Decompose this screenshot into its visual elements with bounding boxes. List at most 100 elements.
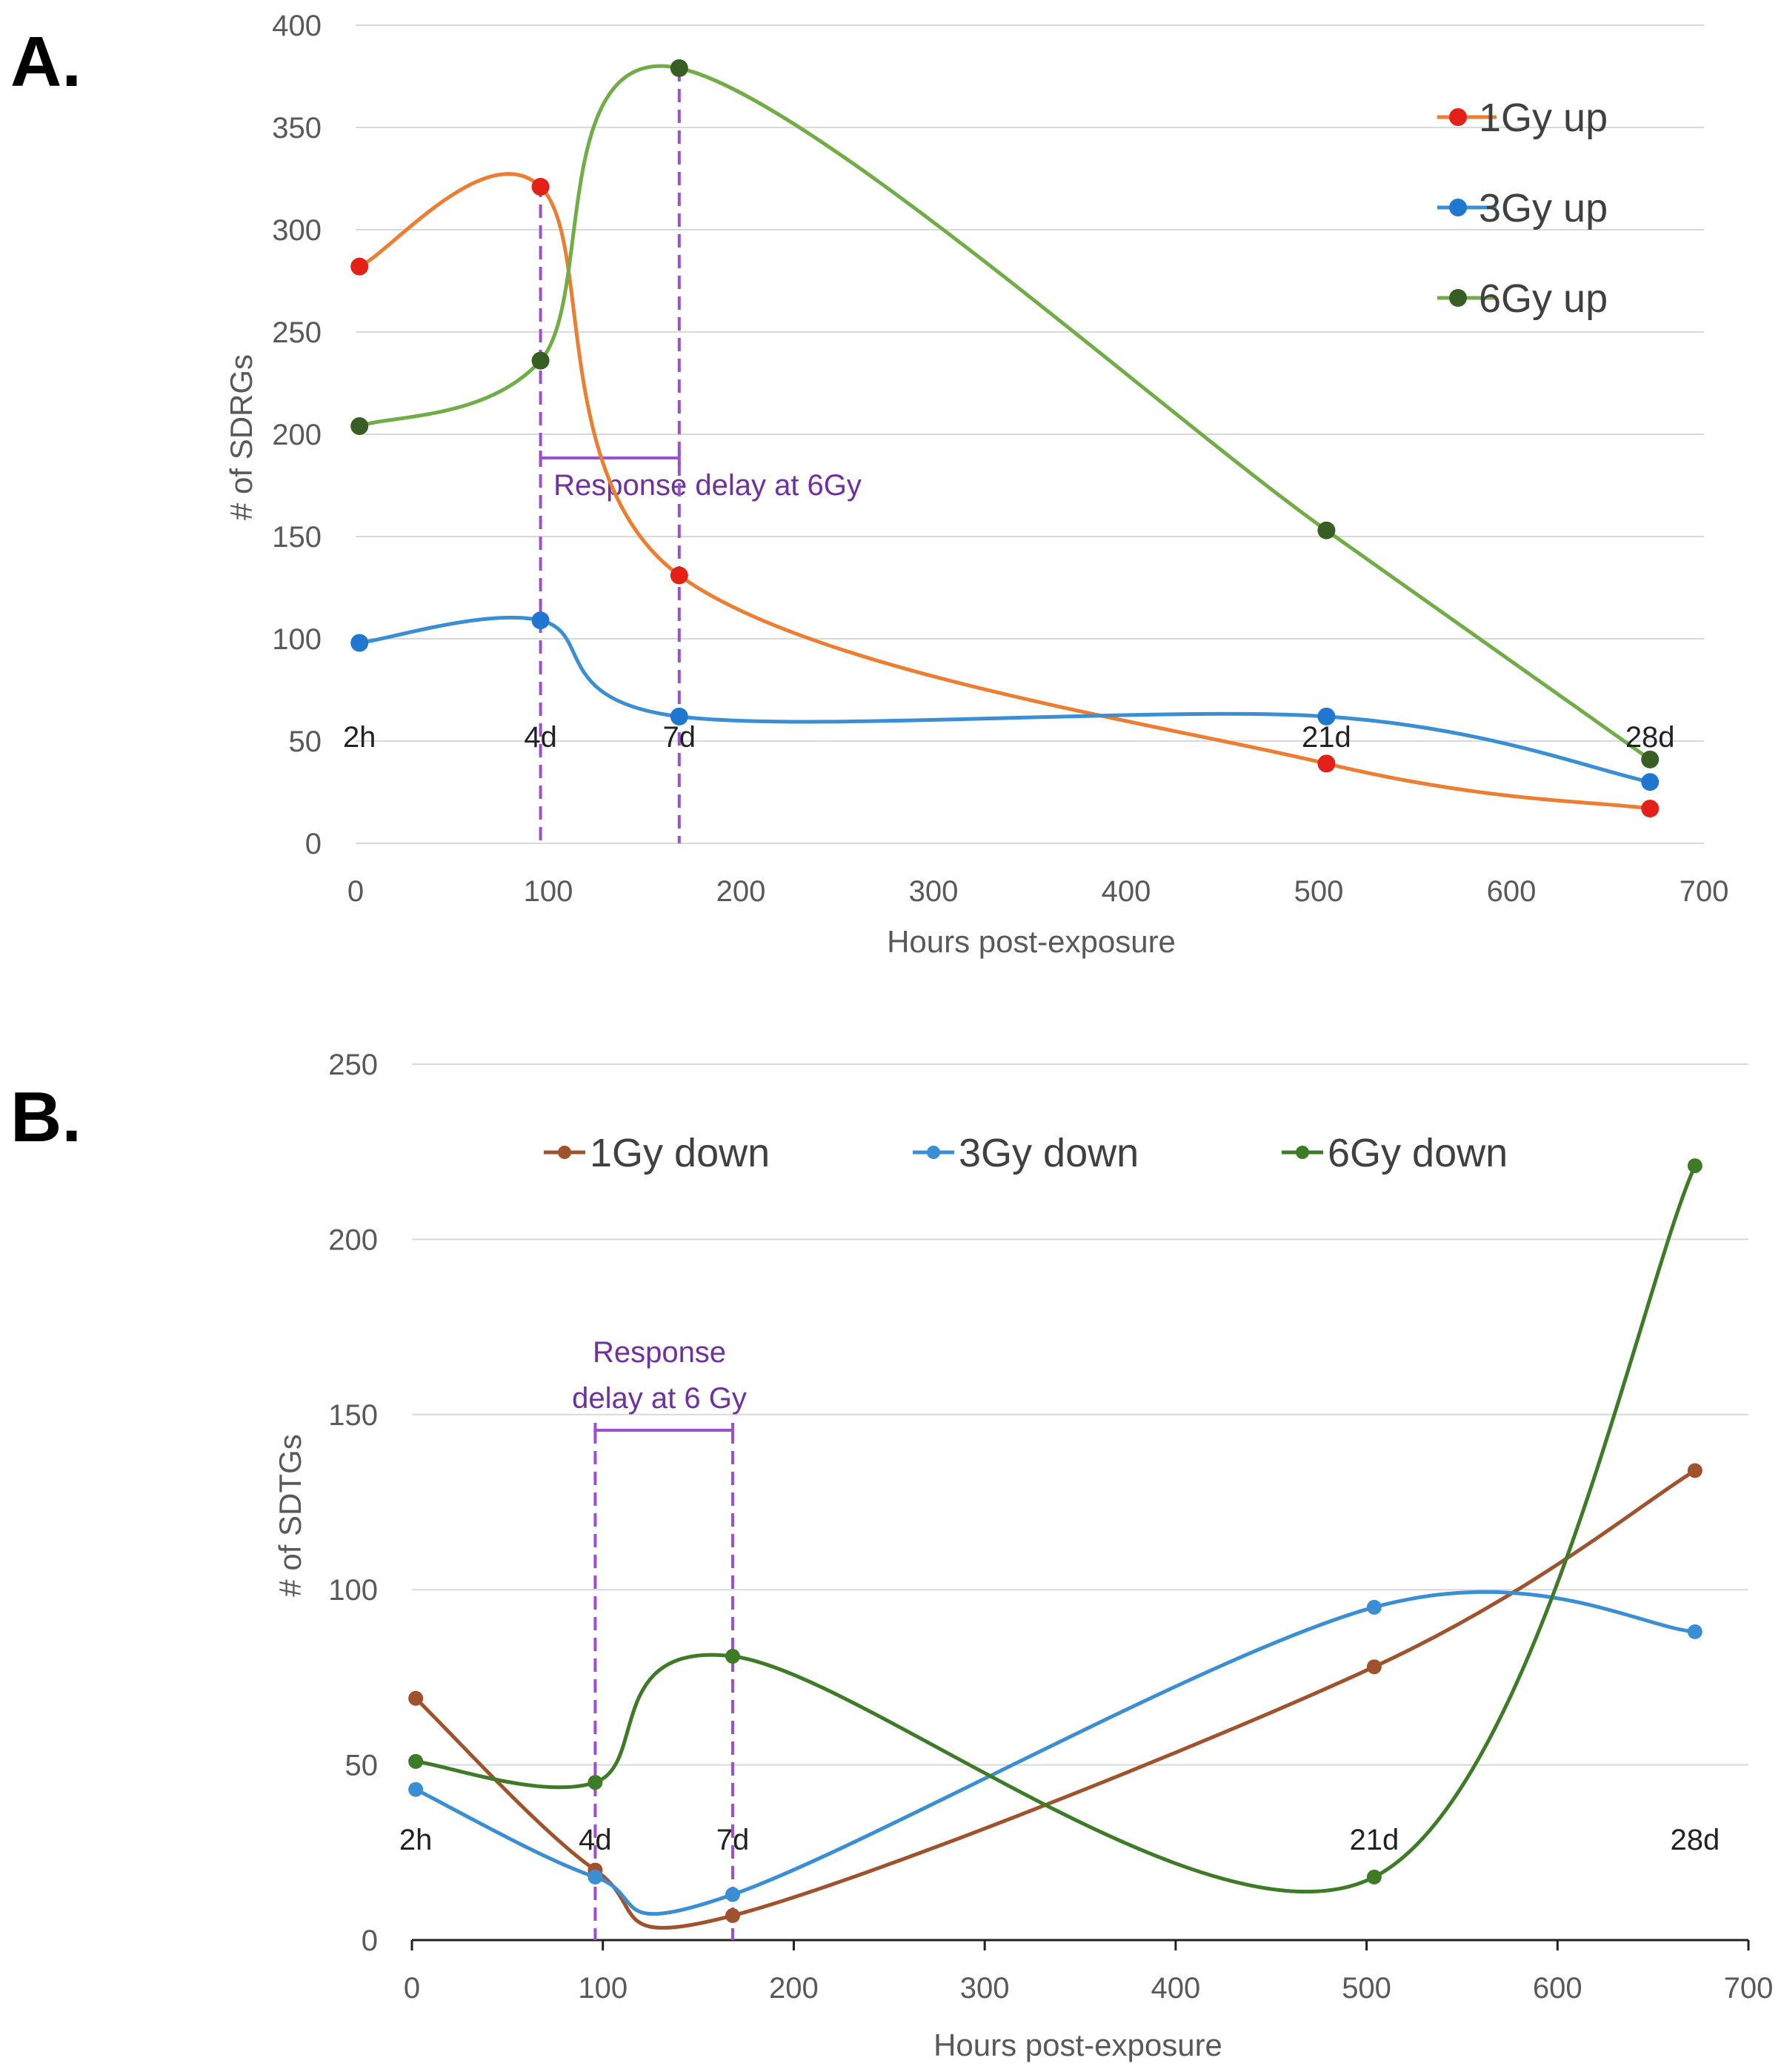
data-point-6gy-down (1687, 1158, 1703, 1174)
chart-a: A. 0 50 100 150 200 250 300 350 400 0 100 200 300 40… (10, 10, 1728, 959)
y-tick-label: 250 (272, 316, 322, 349)
legend-swatch-marker (1449, 289, 1467, 307)
chart-a-legend: 1Gy up 3Gy up 6Gy up (1437, 96, 1608, 321)
data-point-6gy-up (670, 59, 688, 77)
y-tick-label: 100 (328, 1574, 378, 1607)
series-line-3gy-down (415, 1590, 1695, 1916)
time-label: 2h (343, 721, 376, 754)
chart-a-y-ticks: 0 50 100 150 200 250 300 350 400 (272, 10, 322, 860)
legend-swatch-marker (1449, 108, 1467, 126)
chart-b-y-axis-title: # of SDTGs (273, 1434, 307, 1596)
data-point-3gy-up (1317, 707, 1336, 725)
legend-item-1gy-down: 1Gy down (544, 1131, 770, 1175)
legend-label-3gy-up: 3Gy up (1479, 186, 1608, 230)
legend-label-6gy-up: 6Gy up (1479, 276, 1608, 321)
chart-b-annotation-line-2: delay at 6 Gy (572, 1382, 747, 1415)
series-line-1gy-down (414, 1469, 1697, 1930)
series-line-6gy-up (359, 64, 1651, 761)
data-point-3gy-up (670, 707, 688, 725)
legend-item-1gy-up: 1Gy up (1437, 96, 1608, 140)
data-point-3gy-up (350, 634, 369, 652)
chart-b-response-delay-annotation: Response delay at 6 Gy (572, 1336, 747, 1940)
x-tick-label: 400 (1151, 1972, 1200, 2005)
chart-a-annotation-text: Response delay at 6Gy (553, 469, 862, 502)
chart-a-time-labels: 2h 4d 7d 21d 28d (343, 721, 1675, 754)
x-tick-label: 400 (1102, 875, 1151, 908)
legend-item-6gy-down: 6Gy down (1282, 1131, 1508, 1175)
x-tick-label: 600 (1487, 875, 1537, 908)
legend-label-1gy-down: 1Gy down (590, 1131, 770, 1175)
y-tick-label: 150 (328, 1399, 378, 1432)
data-point-1gy-down (408, 1690, 424, 1706)
x-tick-label: 300 (960, 1972, 1010, 2005)
x-tick-label: 500 (1294, 875, 1344, 908)
chart-a-response-delay-annotation: Response delay at 6Gy (539, 68, 862, 843)
data-point-1gy-up (350, 257, 369, 276)
x-tick-label: 100 (578, 1972, 628, 2005)
chart-b-series (408, 1158, 1703, 1930)
chart-a-series (350, 59, 1660, 818)
time-label: 4d (524, 721, 557, 754)
y-tick-label: 350 (272, 112, 322, 145)
y-tick-label: 150 (272, 521, 322, 554)
x-tick-label: 0 (404, 1972, 420, 2005)
chart-a-x-axis-title: Hours post-exposure (887, 924, 1176, 959)
time-label: 21d (1350, 1824, 1399, 1856)
x-tick-label: 700 (1724, 1972, 1774, 2005)
data-point-1gy-up (531, 178, 550, 196)
x-tick-label: 600 (1533, 1972, 1582, 2005)
data-point-6gy-down (1366, 1869, 1382, 1885)
data-point-6gy-down (725, 1649, 740, 1664)
data-point-1gy-down (1366, 1659, 1382, 1675)
x-tick-label: 200 (716, 875, 766, 908)
chart-b-gridlines (412, 1063, 1748, 1942)
legend-swatch-marker (1296, 1146, 1309, 1159)
x-tick-label: 100 (524, 875, 573, 908)
legend-swatch-marker (1449, 199, 1467, 216)
x-tick-label: 700 (1680, 875, 1729, 908)
data-point-6gy-down (588, 1775, 603, 1790)
y-tick-label: 50 (289, 725, 322, 758)
data-point-1gy-up (1317, 754, 1336, 773)
panel-a-label: A. (10, 22, 81, 102)
data-point-1gy-up (1641, 800, 1660, 818)
data-point-3gy-down (1687, 1624, 1703, 1639)
data-point-3gy-up (1641, 773, 1660, 791)
legend-item-6gy-up: 6Gy up (1437, 276, 1608, 321)
data-point-6gy-down (408, 1753, 424, 1769)
data-point-3gy-down (588, 1869, 603, 1885)
chart-b-x-axis-title: Hours post-exposure (933, 2028, 1222, 2062)
y-tick-label: 50 (345, 1750, 379, 1782)
chart-b-x-ticks: 0 100 200 300 400 500 600 700 (404, 1940, 1774, 2005)
y-tick-label: 300 (272, 214, 322, 247)
legend-label-6gy-down: 6Gy down (1328, 1131, 1508, 1175)
chart-a-x-ticks: 0 100 200 300 400 500 600 700 (347, 875, 1729, 908)
chart-b-annotation-line-1: Response (593, 1336, 726, 1369)
data-point-6gy-up (1317, 521, 1336, 539)
chart-b-y-ticks: 0 50 100 150 200 250 (328, 1049, 378, 1957)
data-point-1gy-down (1687, 1463, 1703, 1478)
panel-b-label: B. (10, 1077, 81, 1157)
x-tick-label: 500 (1342, 1972, 1391, 2005)
data-point-6gy-up (1641, 750, 1660, 768)
y-tick-label: 200 (272, 419, 322, 451)
data-point-1gy-up (670, 566, 688, 585)
y-tick-label: 0 (305, 828, 322, 860)
series-line-3gy-up (359, 615, 1651, 784)
time-label: 28d (1670, 1824, 1720, 1856)
chart-b: B. 0 50 100 150 200 250 0 100 200 300 400 500 600 70… (10, 1049, 1773, 2062)
data-point-6gy-up (350, 416, 369, 435)
x-tick-label: 200 (769, 1972, 819, 2005)
time-label: 21d (1302, 721, 1351, 754)
chart-a-gridlines (356, 24, 1704, 844)
chart-b-legend: 1Gy down 3Gy down 6Gy down (544, 1131, 1508, 1175)
data-point-3gy-down (725, 1887, 740, 1902)
x-tick-label: 300 (909, 875, 959, 908)
chart-a-y-axis-title: # of SDRGs (224, 354, 259, 520)
y-tick-label: 100 (272, 623, 322, 656)
data-point-1gy-down (725, 1907, 740, 1923)
time-label: 2h (399, 1824, 433, 1856)
legend-item-3gy-up: 3Gy up (1437, 186, 1608, 230)
series-line-1gy-up (359, 172, 1651, 811)
